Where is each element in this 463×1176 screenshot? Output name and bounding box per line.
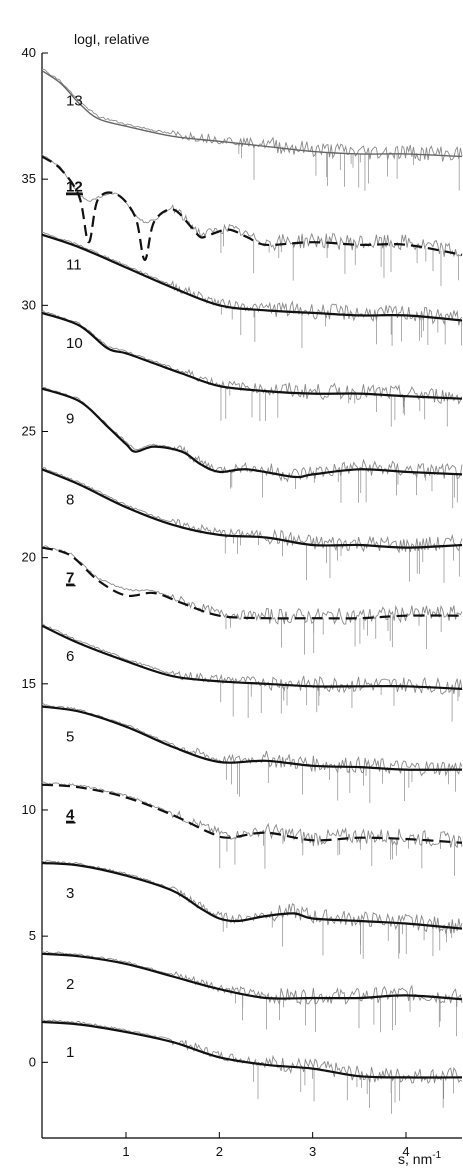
curve-label-7: 7 — [66, 570, 74, 587]
fit-curve-11 — [41, 233, 463, 322]
curve-label-1: 1 — [66, 1044, 74, 1061]
fit-curve-1 — [41, 1020, 463, 1079]
curve-label-3: 3 — [66, 885, 74, 902]
series-4 — [41, 781, 463, 876]
curve-label-11: 11 — [66, 257, 82, 274]
curve-label-13: 13 — [66, 93, 83, 110]
experimental-trace-5 — [41, 703, 463, 777]
x-tick-label: 1 — [122, 1144, 129, 1159]
fit-curve-8 — [41, 468, 463, 549]
y-tick-label: 40 — [22, 45, 36, 60]
curve-label-8: 8 — [66, 491, 74, 508]
curve-label-6: 6 — [66, 648, 74, 665]
y-tick-label: 0 — [29, 1054, 36, 1069]
experimental-trace-13 — [41, 68, 463, 162]
experimental-trace-4 — [41, 781, 463, 849]
series-3 — [41, 859, 463, 959]
fit-curve-10 — [41, 311, 463, 400]
x-tick-label: 3 — [309, 1144, 316, 1159]
trace-curve-13 — [41, 70, 463, 158]
series-5 — [41, 703, 463, 803]
curve-label-9: 9 — [66, 411, 74, 428]
series-11 — [41, 231, 463, 349]
fit-curve-12 — [41, 155, 463, 262]
x-tick-label: 2 — [216, 1144, 223, 1159]
y-tick-label: 15 — [22, 676, 36, 691]
series-10 — [41, 310, 463, 427]
experimental-trace-11 — [41, 231, 463, 326]
series-2 — [41, 950, 463, 1037]
fit-curve-7 — [41, 546, 463, 620]
curve-label-10: 10 — [66, 335, 83, 352]
experimental-trace-2 — [41, 950, 463, 1006]
y-tick-label: 35 — [22, 171, 36, 186]
x-tick-label: 4 — [402, 1144, 409, 1159]
x-axis-label-base: s, nm — [398, 1151, 432, 1167]
y-tick-label: 10 — [22, 802, 36, 817]
fit-curve-9 — [41, 387, 463, 479]
y-tick-label: 5 — [29, 928, 36, 943]
series-6 — [41, 623, 463, 722]
series-8 — [41, 466, 463, 583]
experimental-trace-8 — [41, 466, 463, 554]
series-layer — [41, 68, 463, 1114]
fit-curve-4 — [41, 783, 463, 844]
y-tick-label: 25 — [22, 423, 36, 438]
series-7 — [41, 545, 463, 655]
y-axis-label: logI, relative — [74, 31, 150, 47]
y-tick-label: 30 — [22, 297, 36, 312]
curve-label-2: 2 — [66, 976, 74, 993]
experimental-trace-12 — [41, 153, 463, 258]
series-12 — [41, 153, 463, 287]
fit-curve-6 — [41, 624, 463, 690]
fit-curve-5 — [41, 705, 463, 771]
series-1 — [41, 1019, 463, 1114]
fit-curve-2 — [41, 952, 463, 1001]
series-13 — [41, 68, 463, 191]
y-tick-label: 20 — [22, 550, 36, 565]
curve-label-4: 4 — [66, 807, 75, 824]
x-axis-label-exponent: -1 — [432, 1150, 441, 1161]
fit-curve-3 — [41, 861, 463, 930]
curve-label-5: 5 — [66, 729, 74, 746]
x-axis-label: s, nm-1 — [398, 1150, 442, 1167]
experimental-trace-6 — [41, 623, 463, 695]
curve-label-12: 12 — [66, 178, 83, 195]
series-9 — [41, 386, 463, 509]
